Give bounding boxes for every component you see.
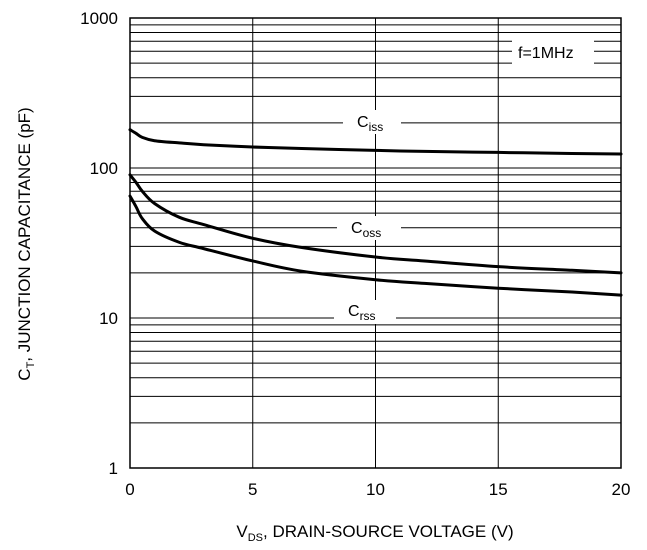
ciss-label: Ciss [357,114,383,134]
x-axis-label: VDS, DRAIN-SOURCE VOLTAGE (V) [236,522,513,544]
crss-curve [128,194,623,297]
crss-label: Crss [348,303,376,323]
plot-frame [129,17,622,469]
x-tick-label: 10 [366,480,385,499]
coss-curve [128,173,623,275]
annotation-bg [512,40,594,64]
tick-labels: 0 5 10 15 20 1 10 100 1000 [80,9,630,499]
frequency-annotation: f=1MHz [518,45,574,62]
series-labels: Ciss Coss Crss f=1MHz [334,40,594,324]
series-curves [128,128,623,297]
x-tick-label: 20 [612,480,631,499]
ciss-curve [128,128,623,156]
y-axis-label: CT, JUNCTION CAPACITANCE (pF) [15,107,37,380]
grid-lines [130,18,621,468]
y-tick-label: 1000 [80,9,118,28]
y-tick-label: 1 [109,459,118,478]
ciss-label-bg [343,110,401,134]
x-tick-label: 0 [125,480,134,499]
y-tick-label: 100 [90,159,118,178]
y-tick-label: 10 [99,309,118,328]
x-tick-label: 5 [248,480,257,499]
plot-border [129,17,622,469]
coss-label: Coss [351,220,381,240]
coss-label-bg [337,216,401,240]
x-tick-label: 15 [489,480,508,499]
crss-label-bg [334,300,396,324]
